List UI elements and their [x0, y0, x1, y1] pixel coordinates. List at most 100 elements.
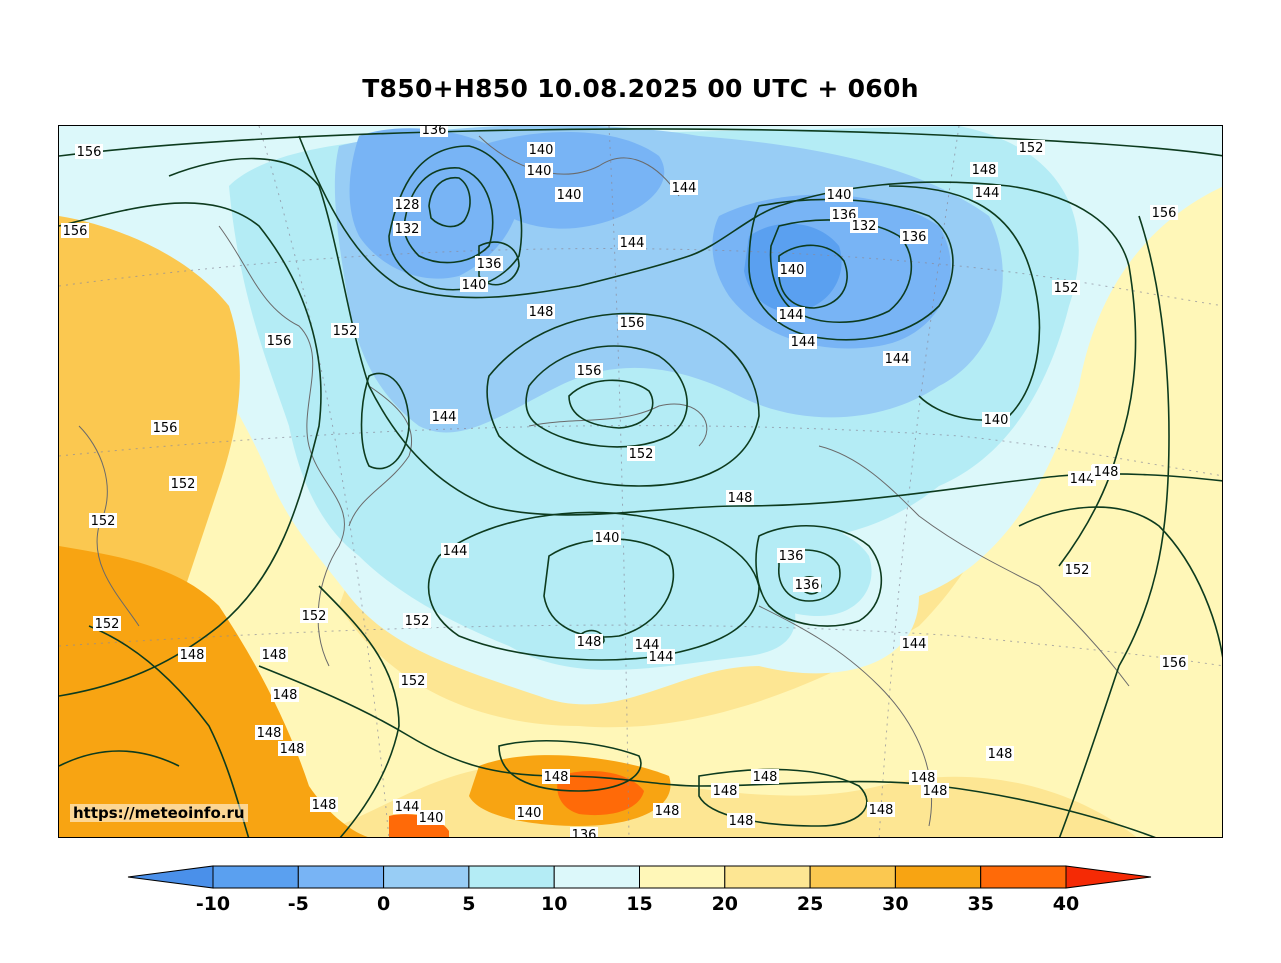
graticule-lines [59, 126, 1222, 837]
isoline-label: 152 [1065, 563, 1090, 578]
isoline-label-background [647, 649, 675, 664]
isoline-label-background [986, 746, 1014, 761]
isoline-label: 152 [1019, 141, 1044, 156]
blue-region-west [349, 128, 521, 279]
isoline-label-background [393, 799, 421, 814]
isoline-label: 156 [1152, 206, 1177, 221]
colorbar-tick-label: -5 [288, 893, 309, 915]
isoline-label: 148 [280, 742, 305, 757]
isoline-label: 140 [595, 531, 620, 546]
isoline-label: 148 [273, 688, 298, 703]
isoline-label: 144 [975, 186, 1000, 201]
isoline-label-background [475, 256, 503, 271]
colorbar-bin [383, 865, 470, 889]
isoline-label-background [1092, 464, 1120, 479]
isoline-label-background [726, 490, 754, 505]
isoline-label-background [310, 797, 338, 812]
isoline-label-background [75, 144, 103, 159]
isoline-label-background [542, 769, 570, 784]
isoline-label-background [618, 235, 646, 250]
isoline-label: 156 [1162, 656, 1187, 671]
isoline-label: 144 [432, 410, 457, 425]
colorbar-tick-label: 40 [1053, 893, 1079, 915]
isoline-label: 148 [312, 798, 337, 813]
mild-yellow-region [59, 156, 1222, 837]
isoline-label: 152 [333, 324, 358, 339]
isoline-label-background [909, 770, 937, 785]
isoline-label-background [1150, 205, 1178, 220]
isoline-label-background [900, 636, 928, 651]
colorbar: -10 -5 0 5 10 15 20 25 30 35 40 [127, 865, 1152, 915]
isoline-label: 148 [262, 648, 287, 663]
isoline-label-background [1160, 655, 1188, 670]
isoline-label-background [403, 613, 431, 628]
isoline-label-background [575, 634, 603, 649]
isoline-label: 148 [655, 804, 680, 819]
colorbar-tick-label: 20 [712, 893, 738, 915]
isoline-label: 156 [267, 334, 292, 349]
isoline-label-background [1052, 280, 1080, 295]
isoline-label-background [260, 647, 288, 662]
isoline-label-background [921, 783, 949, 798]
isoline-label-background [570, 827, 598, 837]
isoline-label: 144 [885, 352, 910, 367]
isoline-label: 140 [780, 263, 805, 278]
isoline-label-background [751, 769, 779, 784]
isoline-label: 140 [827, 188, 852, 203]
isoline-label: 140 [462, 278, 487, 293]
colorbar-bin [809, 865, 896, 889]
isoline-label-background [430, 409, 458, 424]
isoline-label-background [1017, 140, 1045, 155]
isoline-label: 148 [753, 770, 778, 785]
isoline-label: 148 [729, 814, 754, 829]
isoline-label: 148 [728, 491, 753, 506]
colorbar-bin [553, 865, 641, 889]
isoline-label-background [393, 197, 421, 212]
isoline-label: 156 [63, 224, 88, 239]
cool-pocket-south [499, 527, 707, 640]
isoline-label-background [460, 277, 488, 292]
isoline-label: 144 [779, 308, 804, 323]
isoline-label-background [441, 543, 469, 558]
isoline-label-background [420, 126, 448, 137]
isoline-label-background [271, 687, 299, 702]
isoline-label-background [575, 363, 603, 378]
isoline-label: 144 [672, 181, 697, 196]
isoline-label-background [300, 608, 328, 623]
hot-region-southwest [59, 546, 369, 837]
isoline-label: 152 [171, 477, 196, 492]
isoline-label-background [633, 637, 661, 652]
cool-pocket-southeast [749, 522, 872, 616]
isoline-label-background [525, 163, 553, 178]
isoline-label: 152 [629, 447, 654, 462]
isoline-label-background [653, 803, 681, 818]
isoline-label: 136 [422, 126, 447, 138]
isoline-label: 140 [557, 188, 582, 203]
isoline-label: 144 [791, 335, 816, 350]
isoline-label-background [727, 813, 755, 828]
isoline-label: 144 [443, 544, 468, 559]
colorbar-tick-label: 5 [462, 893, 475, 915]
isoline-label-background [618, 315, 646, 330]
isoline-label: 136 [795, 578, 820, 593]
isoline-label: 156 [577, 364, 602, 379]
isoline-label: 156 [620, 316, 645, 331]
isoline-label: 148 [577, 635, 602, 650]
colorbar-tick-label: 25 [797, 893, 823, 915]
isoline-label-background [670, 180, 698, 195]
isoline-label-background [777, 307, 805, 322]
isoline-label: 140 [517, 806, 542, 821]
isoline-label: 148 [1094, 465, 1119, 480]
colorbar-tick-label: 35 [967, 893, 993, 915]
isoline-label: 140 [419, 811, 444, 826]
isoline-label-background [793, 577, 821, 592]
colorbar-tick-label: 15 [626, 893, 652, 915]
chart-title: T850+H850 10.08.2025 00 UTC + 060h [362, 74, 919, 103]
isoline-label-background [278, 741, 306, 756]
isoline-label: 148 [529, 305, 554, 320]
isoline-label: 132 [852, 219, 877, 234]
colorbar-bin [894, 865, 982, 889]
isoline-label-background [61, 223, 89, 238]
isoline-label: 156 [153, 421, 178, 436]
